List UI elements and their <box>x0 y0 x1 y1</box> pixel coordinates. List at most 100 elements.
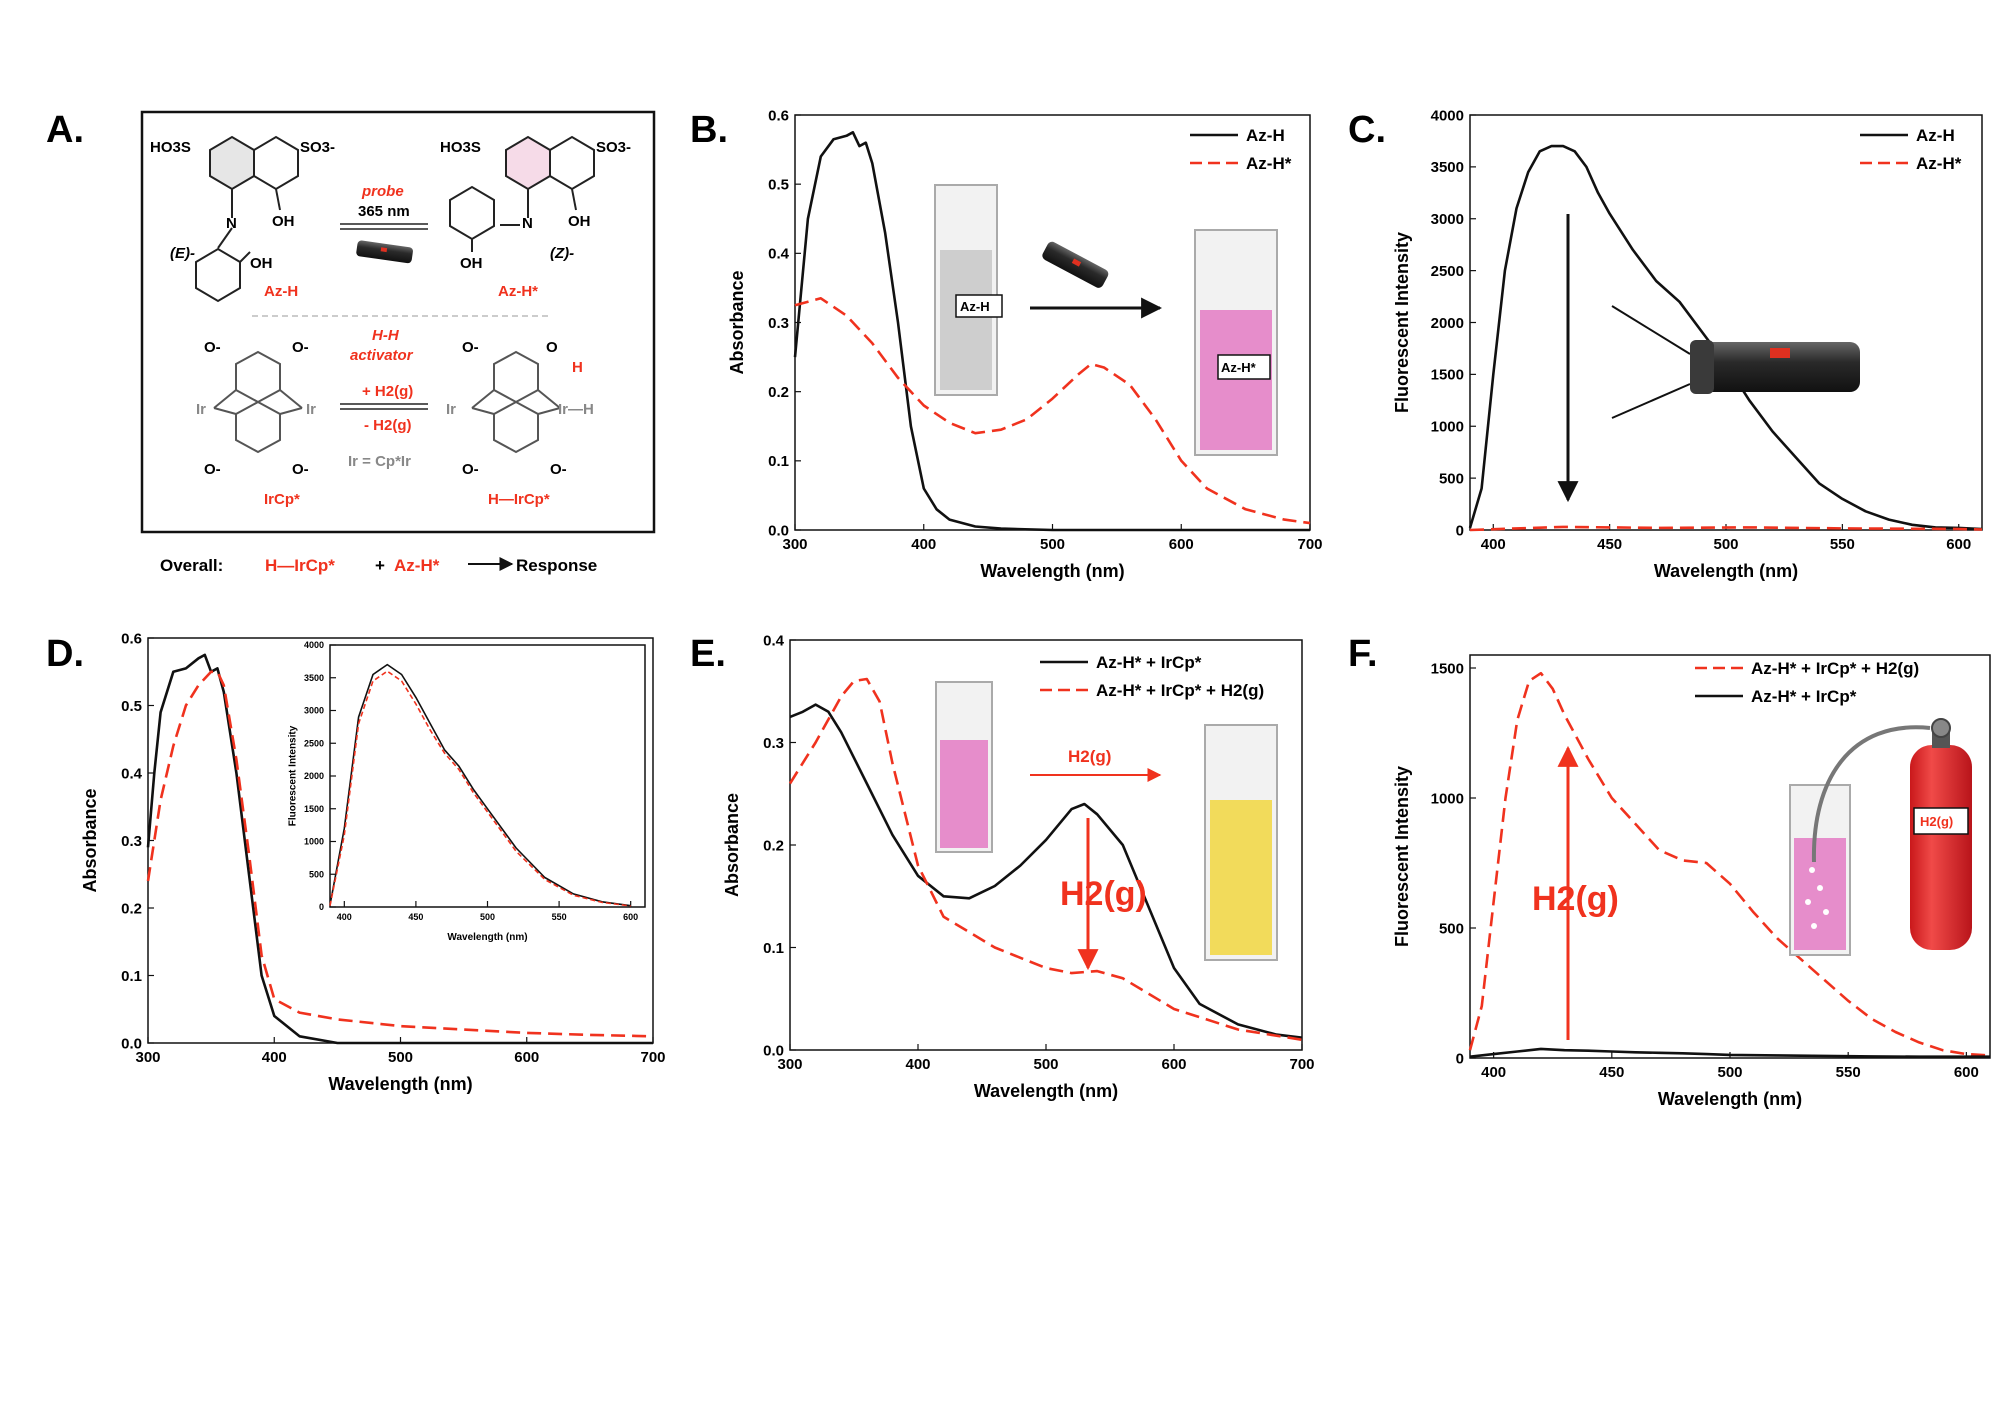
y-tick-label: 500 <box>1439 920 1464 937</box>
y-tick-label: 0.4 <box>768 246 790 263</box>
x-tick-label: 600 <box>514 1049 539 1066</box>
azh-structure <box>195 135 299 303</box>
chart-d-inset: 400 450 500 550 600 0 500 1000 1500 2000 2500 3000 3… <box>288 640 646 943</box>
label-oh-left-2: OH <box>250 255 273 272</box>
arrow-e-h2-label: H2(g) <box>1068 747 1111 766</box>
label-o-minus-3: O- <box>204 461 221 478</box>
y-tick-label: 2000 <box>304 771 324 781</box>
series-line <box>1468 144 1983 531</box>
cuvette-yellow <box>1204 724 1278 961</box>
overall-result: Response <box>516 556 597 575</box>
label-z-isomer: (Z)- <box>550 245 574 262</box>
flashlight-icon <box>1690 340 1860 394</box>
y-tick-label: 2500 <box>1431 263 1464 280</box>
x-tick-label: 600 <box>1161 1056 1186 1073</box>
label-plus-h2: + H2(g) <box>362 383 413 400</box>
series-line <box>789 703 1303 1039</box>
x-axis-label: Wavelength (nm) <box>980 561 1124 581</box>
cuvette-az-hstar: Az-H* <box>1194 229 1278 456</box>
plot-frame <box>329 644 646 908</box>
scheme-panel-a: HO3S SO3- N OH OH (E)- Az-H HO3S SO3- N … <box>140 110 656 534</box>
gas-tank-icon: H2(g) <box>1910 718 1972 950</box>
label-azhstar: Az-H* <box>498 283 538 300</box>
y-tick-label: 0 <box>1456 1050 1464 1067</box>
label-oh-left-1: OH <box>272 213 295 230</box>
overall-prefix: Overall: <box>160 556 223 575</box>
label-so3-left: SO3- <box>300 139 335 156</box>
hircp-structure <box>471 350 561 454</box>
cuvette-label-az-hstar: Az-H* <box>1221 360 1257 375</box>
beam-line-lower <box>1611 383 1691 419</box>
label-365nm: 365 nm <box>358 203 410 220</box>
y-tick-label: 3000 <box>304 706 324 716</box>
y-tick-label: 1500 <box>1431 660 1464 677</box>
label-n-left: N <box>226 215 237 232</box>
y-axis-label: Fluorescent Intensity <box>288 725 299 826</box>
series-line <box>1468 671 1991 1057</box>
label-h-oh: H <box>572 359 583 376</box>
y-axis-label: Fluorescent Intensity <box>1392 232 1412 413</box>
panel-letter-c: C. <box>1348 109 1386 151</box>
y-tick-label: 0.3 <box>768 315 789 332</box>
y-tick-label: 500 <box>1439 470 1464 487</box>
beam-line-upper <box>1611 305 1691 355</box>
label-hh: H-H <box>372 327 400 344</box>
label-azh: Az-H <box>264 283 298 300</box>
x-axis-label: Wavelength (nm) <box>447 932 527 943</box>
y-tick-label: 3500 <box>304 673 324 683</box>
x-tick-label: 500 <box>388 1049 413 1066</box>
series-line <box>788 677 1303 1042</box>
legend-label: Az-H* <box>1916 154 1962 173</box>
label-oh-right-1: OH <box>568 213 591 230</box>
y-tick-label: 0.0 <box>768 522 789 539</box>
y-tick-label: 2000 <box>1431 315 1464 332</box>
x-tick-label: 300 <box>782 536 807 553</box>
cuvette-az-h: Az-H <box>934 184 1003 396</box>
x-tick-label: 600 <box>623 912 638 922</box>
x-tick-label: 600 <box>1169 536 1194 553</box>
label-o-minus-5: O- <box>462 339 479 356</box>
label-hircp: H—IrCp* <box>488 491 550 508</box>
x-tick-label: 400 <box>1481 1064 1506 1081</box>
y-axis-label: Absorbance <box>80 788 100 892</box>
overall-reagent-2: Az-H* <box>394 556 440 575</box>
series-line <box>1469 525 1983 532</box>
x-tick-label: 450 <box>408 912 423 922</box>
flashlight-icon <box>356 240 413 264</box>
x-tick-label: 450 <box>1597 536 1622 553</box>
scheme-frame <box>140 110 656 534</box>
x-tick-label: 500 <box>1717 1064 1742 1081</box>
panel-letter-a: A. <box>46 109 84 151</box>
y-axis-label: Absorbance <box>722 793 742 897</box>
x-tick-label: 300 <box>777 1056 802 1073</box>
y-axis-label: Fluorescent Intensity <box>1392 766 1412 947</box>
x-axis-label: Wavelength (nm) <box>1658 1089 1802 1109</box>
chart-b: 300 400 500 600 700 0.0 0.1 0.2 0.3 0.4 0.5 0.6 Wave… <box>727 107 1323 581</box>
x-tick-label: 700 <box>1297 536 1322 553</box>
overall-equation: Overall: H—IrCp* + Az-H* Response <box>160 556 597 575</box>
legend-label: Az-H <box>1916 126 1955 145</box>
chart-c: 400 450 500 550 600 0 500 1000 1500 2000 2500 3000 3… <box>1392 107 1983 581</box>
label-so3-right: SO3- <box>596 139 631 156</box>
x-tick-label: 700 <box>640 1049 665 1066</box>
label-minus-h2: - H2(g) <box>364 417 412 434</box>
x-tick-label: 300 <box>135 1049 160 1066</box>
label-ircp: IrCp* <box>264 491 300 508</box>
y-tick-label: 0.6 <box>768 107 789 124</box>
plot-frame <box>1469 114 1983 531</box>
y-tick-label: 3000 <box>1431 211 1464 228</box>
y-tick-label: 0.1 <box>763 940 784 957</box>
x-tick-label: 400 <box>911 536 936 553</box>
y-tick-label: 3500 <box>1431 159 1464 176</box>
panel-letter-b: B. <box>690 109 728 151</box>
y-tick-label: 1000 <box>304 837 324 847</box>
cuvette-label-az-h: Az-H <box>960 299 990 314</box>
y-tick-label: 4000 <box>1431 107 1464 124</box>
y-tick-label: 0 <box>1456 522 1464 539</box>
flashlight-icon <box>1042 241 1109 288</box>
label-ir-equals: Ir = Cp*Ir <box>348 453 411 470</box>
x-tick-label: 500 <box>1713 536 1738 553</box>
label-ir-h: Ir—H <box>558 401 594 418</box>
chart-f: 400 450 500 550 600 0 500 1000 1500 Wavelength (n… <box>1392 654 1991 1109</box>
